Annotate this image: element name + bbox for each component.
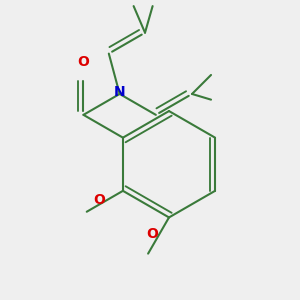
Text: O: O — [93, 193, 105, 207]
Text: O: O — [146, 227, 158, 241]
Text: N: N — [114, 85, 125, 99]
Text: O: O — [77, 55, 89, 69]
